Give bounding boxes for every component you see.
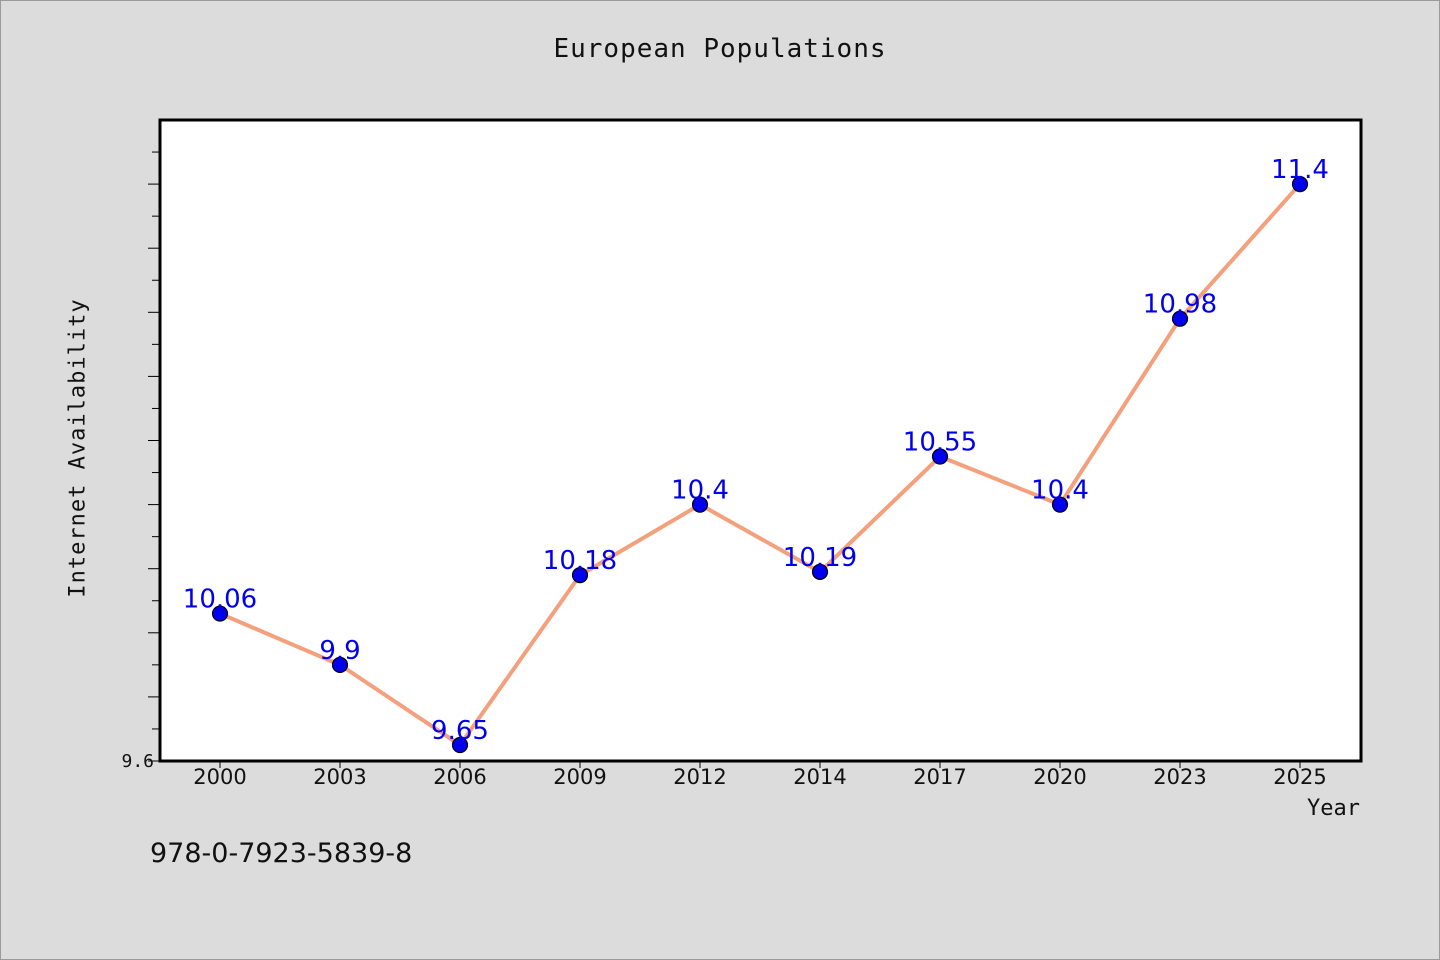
data-label: 9.65 bbox=[431, 716, 489, 746]
data-labels: 10.06 9.9 9.65 10.18 10.4 10.19 10.55 10.4 10.98… bbox=[183, 155, 1329, 746]
data-point bbox=[811, 563, 829, 581]
series-line bbox=[219, 182, 1302, 747]
chart-title: European Populations bbox=[553, 34, 887, 64]
data-label: 10.18 bbox=[543, 546, 617, 576]
x-tick-label: 2025 bbox=[1273, 765, 1326, 789]
data-label: 10.4 bbox=[671, 476, 729, 506]
x-tick-label: 2003 bbox=[313, 765, 366, 789]
data-point bbox=[931, 448, 949, 465]
x-axis-ticks: 2000 2003 2006 2009 2012 2014 2017 2020 2023 2025 bbox=[193, 761, 1327, 789]
x-tick-label: 2000 bbox=[193, 765, 246, 789]
data-point bbox=[1171, 310, 1189, 327]
data-label: 10.4 bbox=[1031, 476, 1089, 506]
x-tick-label: 2009 bbox=[553, 765, 606, 789]
data-point bbox=[1051, 496, 1069, 513]
x-tick-label: 2017 bbox=[913, 765, 966, 789]
data-label: 10.98 bbox=[1143, 290, 1217, 320]
data-label: 10.06 bbox=[183, 585, 257, 615]
x-tick-label: 2020 bbox=[1033, 765, 1086, 789]
data-label: 11.4 bbox=[1271, 155, 1329, 185]
data-point bbox=[331, 656, 349, 673]
x-axis-label: Year bbox=[1307, 796, 1360, 821]
data-markers bbox=[211, 176, 1309, 754]
isbn-footnote: 978-0-7923-5839-8 bbox=[150, 838, 413, 869]
data-label: 10.55 bbox=[903, 428, 977, 458]
x-tick-label: 2014 bbox=[793, 765, 846, 789]
x-tick-label: 2023 bbox=[1153, 765, 1206, 789]
data-point bbox=[571, 567, 589, 584]
data-point bbox=[1291, 176, 1309, 193]
x-tick-label: 2006 bbox=[433, 765, 486, 789]
y-axis-ticks: 9.6 bbox=[121, 151, 160, 772]
plot-area bbox=[158, 118, 1363, 763]
y-tick-label: 9.6 bbox=[121, 751, 154, 772]
data-label: 10.19 bbox=[783, 543, 857, 573]
data-label: 9.9 bbox=[319, 636, 360, 666]
data-point bbox=[211, 605, 229, 622]
x-tick-label: 2012 bbox=[673, 765, 726, 789]
data-point bbox=[691, 496, 709, 513]
data-point bbox=[451, 736, 469, 754]
